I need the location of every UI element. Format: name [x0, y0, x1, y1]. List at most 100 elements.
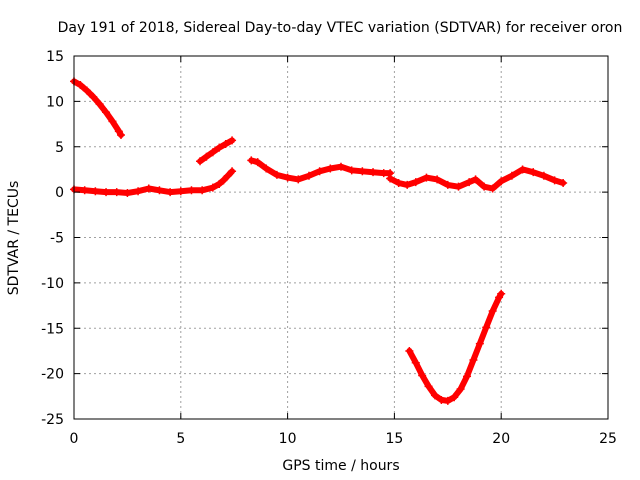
y-tick-label: 5	[55, 140, 64, 156]
data-point	[418, 371, 427, 380]
data-point	[253, 158, 262, 167]
data-point	[89, 92, 98, 101]
data-point	[443, 396, 452, 405]
data-point	[247, 156, 256, 165]
data-point	[198, 186, 207, 195]
data-point	[196, 157, 205, 166]
y-tick-label: 0	[55, 185, 64, 201]
data-point	[539, 171, 548, 180]
data-point	[463, 372, 472, 381]
data-point	[411, 178, 420, 187]
series-line	[71, 78, 124, 138]
data-point	[82, 86, 91, 95]
data-point	[475, 339, 484, 348]
data-point	[123, 189, 132, 198]
data-point	[337, 162, 345, 171]
y-tick-label: -10	[41, 276, 64, 292]
data-point	[221, 140, 230, 149]
data-point	[469, 356, 478, 365]
data-point	[411, 358, 420, 367]
chart-title: Day 191 of 2018, Sidereal Day-to-day VTE…	[58, 20, 623, 36]
x-tick-label: 15	[385, 431, 403, 447]
data-point	[394, 179, 403, 188]
y-tick-label: -5	[50, 231, 64, 247]
data-point	[102, 188, 111, 197]
data-point	[454, 182, 463, 191]
data-point	[430, 391, 439, 400]
series-line	[406, 290, 505, 404]
data-point	[347, 166, 356, 175]
data-point	[471, 175, 480, 184]
y-axis: -25 -20 -15 -10 -5 0 5 10 15	[41, 49, 608, 428]
data-point	[315, 167, 324, 176]
series-arc-6	[405, 289, 506, 405]
data-point	[228, 167, 237, 176]
data-point	[202, 152, 211, 161]
data-point	[208, 148, 217, 157]
data-point	[386, 174, 395, 183]
data-point	[215, 179, 224, 188]
data-point	[422, 173, 431, 182]
series-arc-5	[386, 165, 568, 193]
data-point	[228, 136, 237, 145]
data-point	[108, 117, 117, 126]
data-point	[488, 307, 497, 316]
data-point	[518, 165, 527, 174]
series-line	[71, 168, 236, 196]
data-point	[529, 168, 538, 177]
data-point	[497, 177, 506, 186]
data-point	[112, 188, 121, 197]
x-tick-label: 20	[492, 431, 510, 447]
data-point	[358, 167, 367, 176]
data-point	[223, 171, 232, 180]
x-axis: 0 5 10 15 20 25	[70, 56, 617, 447]
data-point	[465, 178, 474, 187]
grid	[74, 56, 608, 419]
data-point	[116, 130, 125, 139]
data-point	[550, 176, 559, 185]
y-tick-label: -25	[41, 412, 64, 428]
series-arc-3	[196, 136, 237, 166]
data-point	[405, 346, 414, 355]
data-point	[283, 173, 292, 182]
data-point	[480, 182, 489, 191]
y-tick-label: 10	[46, 94, 64, 110]
data-point	[219, 176, 228, 185]
data-point	[304, 171, 313, 180]
y-tick-label: -15	[41, 321, 64, 337]
y-axis-label: SDTVAR / TECUs	[6, 181, 22, 296]
data-point	[507, 171, 516, 180]
data-point	[326, 164, 335, 173]
data-point	[134, 187, 143, 196]
data-point	[272, 170, 281, 179]
data-point	[424, 382, 433, 391]
data-point	[559, 179, 568, 188]
y-tick-label: -20	[41, 367, 64, 383]
data-point	[176, 187, 185, 196]
data-point	[456, 385, 465, 394]
y-tick-label: 15	[46, 49, 64, 65]
data-point	[144, 184, 153, 193]
data-point	[488, 184, 497, 193]
data-point	[369, 168, 378, 177]
x-tick-label: 25	[599, 431, 617, 447]
data-point	[102, 108, 111, 117]
data-point	[482, 323, 491, 332]
data-point	[80, 186, 89, 195]
data-point	[76, 81, 85, 90]
data-point	[450, 393, 459, 402]
data-point	[497, 289, 506, 298]
data-point	[187, 186, 196, 195]
series-arc-2	[70, 167, 237, 198]
x-axis-label: GPS time / hours	[282, 458, 399, 474]
data-point	[437, 395, 446, 404]
data-point	[294, 175, 303, 184]
x-tick-label: 0	[70, 431, 79, 447]
data-point	[443, 180, 452, 189]
x-tick-label: 5	[176, 431, 185, 447]
series-arc-4	[247, 156, 395, 184]
series-arc-1	[70, 77, 125, 139]
data-point	[155, 186, 164, 195]
data-point	[433, 175, 442, 184]
